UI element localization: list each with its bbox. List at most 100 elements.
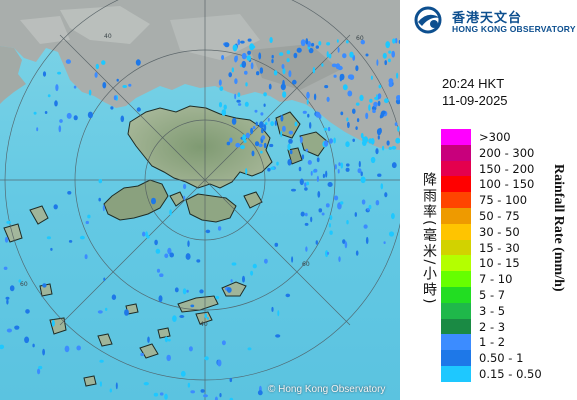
rain-echo bbox=[230, 279, 233, 283]
rain-echo bbox=[263, 124, 267, 132]
rain-echo bbox=[369, 98, 373, 103]
rain-echo bbox=[99, 359, 104, 363]
rain-echo bbox=[370, 75, 373, 80]
rain-echo bbox=[241, 60, 247, 68]
new-territories bbox=[127, 105, 273, 189]
rain-echo bbox=[250, 127, 254, 135]
rain-echo bbox=[64, 345, 70, 353]
rain-echo bbox=[336, 39, 339, 43]
rain-echo bbox=[313, 168, 318, 173]
rain-echo bbox=[258, 143, 263, 148]
legend-label: 50 - 75 bbox=[479, 208, 520, 223]
rain-echo bbox=[325, 170, 328, 178]
rain-echo bbox=[325, 203, 330, 208]
rain-echo bbox=[275, 334, 281, 338]
rain-echo bbox=[247, 347, 252, 351]
rain-echo bbox=[95, 63, 100, 70]
rain-echo bbox=[377, 100, 381, 107]
rain-echo bbox=[387, 58, 391, 63]
rain-echo bbox=[310, 216, 313, 223]
radar-map[interactable]: 40 60 60 60 40 © Hong Kong Observatory bbox=[0, 0, 400, 400]
rain-echo bbox=[334, 195, 339, 201]
rain-echo bbox=[231, 117, 237, 125]
rain-echo bbox=[395, 137, 400, 144]
rain-echo bbox=[293, 52, 298, 59]
rain-echo bbox=[305, 246, 308, 252]
rain-echo bbox=[187, 240, 190, 247]
legend-swatch bbox=[441, 302, 471, 319]
legend-swatch bbox=[441, 192, 471, 208]
rain-echo bbox=[331, 63, 337, 68]
legend-label: 0.50 - 1 bbox=[479, 351, 524, 366]
rain-echo bbox=[167, 247, 172, 255]
rain-echo bbox=[323, 127, 328, 131]
rain-echo bbox=[47, 94, 51, 98]
rain-echo bbox=[25, 309, 30, 314]
rain-echo bbox=[221, 340, 226, 346]
rain-echo bbox=[363, 136, 369, 144]
rain-echo bbox=[50, 247, 53, 251]
rain-echo bbox=[282, 68, 286, 75]
legend-swatch bbox=[441, 207, 471, 224]
rain-echo bbox=[325, 250, 329, 258]
rain-echo bbox=[261, 135, 266, 140]
rain-echo bbox=[385, 41, 391, 49]
rain-echo bbox=[327, 182, 333, 187]
rain-echo bbox=[326, 251, 330, 255]
legend-label: >300 bbox=[479, 130, 511, 144]
rain-echo bbox=[384, 98, 389, 104]
rain-echo bbox=[155, 248, 161, 254]
rain-echo bbox=[55, 84, 59, 92]
rain-echo bbox=[204, 313, 208, 319]
rain-echo bbox=[247, 50, 252, 55]
rain-echo bbox=[309, 122, 312, 129]
rain-echo bbox=[342, 84, 348, 91]
rain-echo bbox=[145, 231, 148, 238]
rain-echo bbox=[333, 74, 337, 78]
rain-echo bbox=[84, 254, 88, 260]
rain-echo bbox=[259, 67, 264, 74]
rain-echo bbox=[219, 393, 222, 398]
rain-echo bbox=[164, 336, 168, 343]
rain-echo bbox=[310, 171, 313, 176]
rain-echo bbox=[264, 258, 268, 264]
rain-echo bbox=[4, 236, 9, 243]
legend-label: 7 - 10 bbox=[479, 272, 513, 287]
rain-echo bbox=[274, 242, 279, 247]
rain-echo bbox=[365, 53, 369, 57]
rain-echo bbox=[65, 59, 71, 64]
rain-echo bbox=[6, 220, 11, 224]
rain-echo bbox=[244, 101, 249, 107]
rain-echo bbox=[376, 128, 382, 136]
rain-echo bbox=[296, 47, 302, 53]
rain-echo bbox=[206, 317, 209, 320]
rain-echo bbox=[277, 310, 280, 317]
rain-echo bbox=[322, 173, 325, 179]
rain-echo bbox=[190, 304, 195, 308]
rain-echo bbox=[315, 45, 319, 49]
rain-echo bbox=[384, 192, 388, 198]
rain-echo bbox=[231, 67, 234, 73]
rain-echo bbox=[229, 377, 233, 383]
rain-echo bbox=[260, 150, 263, 154]
rain-echo bbox=[196, 259, 201, 263]
legend-panel: 香港天文台 HONG KONG OBSERVATORY 20:24 HKT 11… bbox=[400, 0, 577, 400]
rain-echo bbox=[368, 138, 373, 144]
rain-echo bbox=[200, 389, 205, 393]
rain-echo bbox=[360, 39, 365, 45]
rain-echo bbox=[58, 125, 62, 133]
rain-echo bbox=[342, 239, 346, 245]
rain-echo bbox=[234, 93, 237, 100]
legend-title-english: Rainfall Rate (mm/h) bbox=[551, 164, 566, 292]
rain-echo bbox=[337, 169, 340, 174]
rain-echo bbox=[304, 222, 309, 226]
rain-echo bbox=[159, 273, 164, 278]
rain-echo bbox=[247, 38, 252, 42]
rain-echo bbox=[340, 162, 344, 169]
rain-echo bbox=[388, 81, 393, 88]
rain-echo bbox=[166, 354, 171, 362]
rain-echo bbox=[333, 137, 336, 144]
rain-echo bbox=[42, 71, 47, 77]
rain-echo bbox=[271, 54, 274, 59]
rain-echo bbox=[205, 229, 211, 234]
